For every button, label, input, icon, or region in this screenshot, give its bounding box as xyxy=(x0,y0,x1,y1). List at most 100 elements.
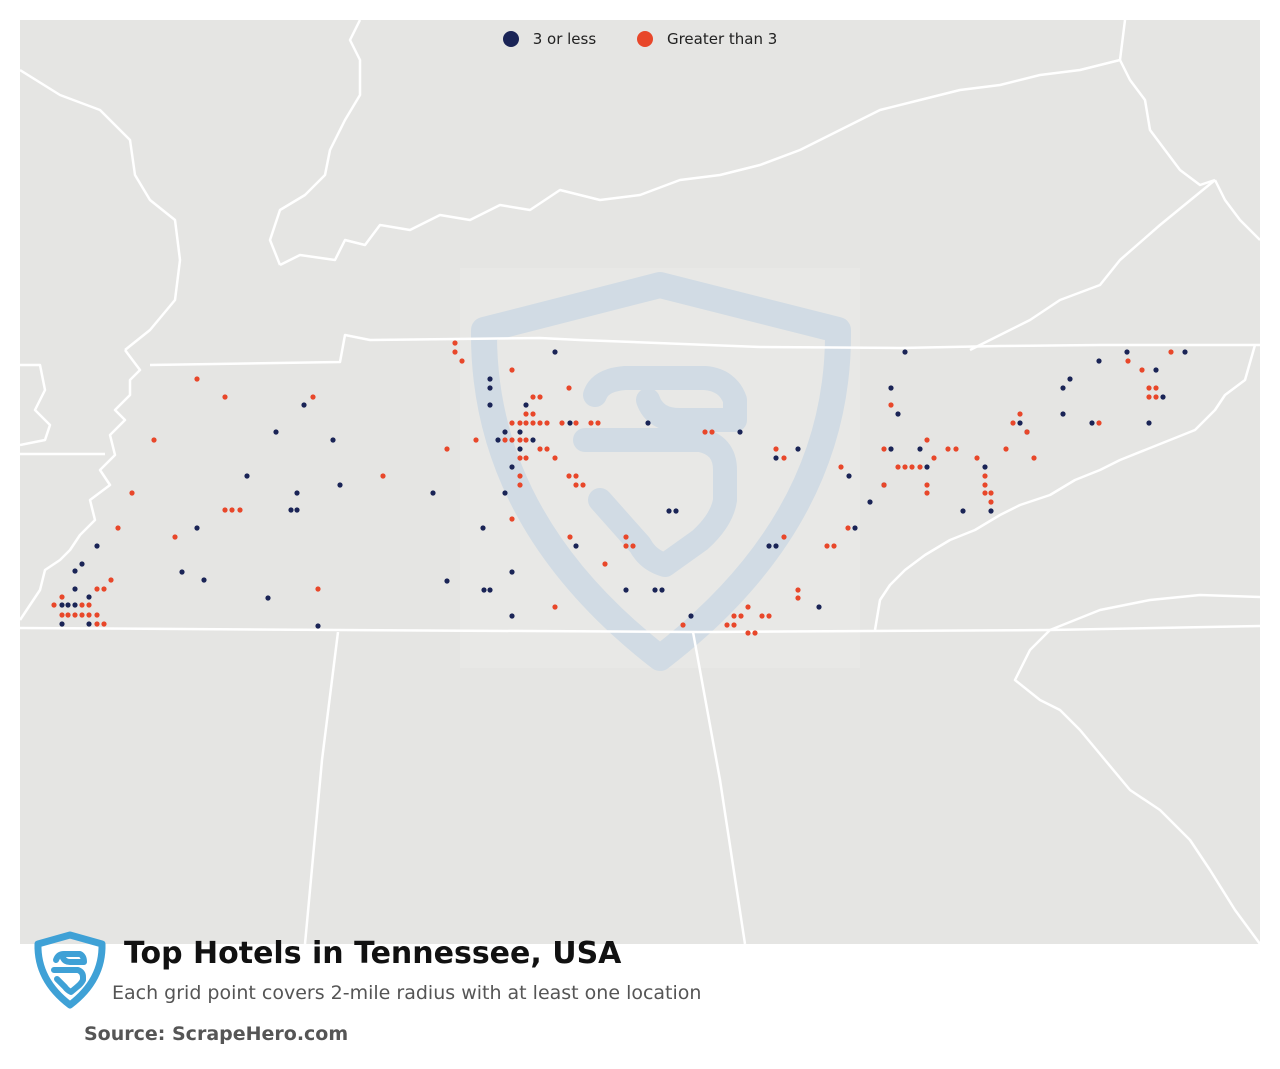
dot-high xyxy=(115,525,121,531)
dot-high xyxy=(315,586,321,592)
dot-high xyxy=(1017,411,1023,417)
dot-low xyxy=(487,376,493,382)
dot-low xyxy=(430,490,436,496)
dot-high xyxy=(988,499,994,505)
dot-low xyxy=(567,420,573,426)
dot-high xyxy=(924,437,930,443)
dot-high xyxy=(194,376,200,382)
dot-high xyxy=(573,420,579,426)
dot-low xyxy=(1160,394,1166,400)
dot-high xyxy=(452,340,458,346)
dot-high xyxy=(702,429,708,435)
dot-low xyxy=(982,464,988,470)
dot-low xyxy=(573,543,579,549)
dot-low xyxy=(179,569,185,575)
dot-high xyxy=(86,602,92,608)
dot-high xyxy=(974,455,980,461)
dot-low xyxy=(1096,358,1102,364)
dot-high xyxy=(982,490,988,496)
scrapehero-logo-icon xyxy=(34,931,106,1009)
dot-low xyxy=(623,587,629,593)
dot-high xyxy=(1168,349,1174,355)
dot-low xyxy=(244,473,250,479)
dot-high xyxy=(552,604,558,610)
dot-high xyxy=(559,420,565,426)
dot-high xyxy=(630,543,636,549)
dot-high xyxy=(766,613,772,619)
legend-item-low: 3 or less xyxy=(502,30,597,48)
dot-high xyxy=(517,473,523,479)
dot-low xyxy=(273,429,279,435)
dot-high xyxy=(888,402,894,408)
dot-high xyxy=(237,507,243,513)
watermark-shield-icon xyxy=(460,268,860,671)
dot-high xyxy=(79,612,85,618)
legend: 3 or less Greater than 3 xyxy=(0,30,1280,51)
legend-label-low: 3 or less xyxy=(532,30,597,48)
dot-low xyxy=(517,429,523,435)
dot-low xyxy=(495,437,501,443)
dot-low xyxy=(487,402,493,408)
dot-low xyxy=(1060,411,1066,417)
dot-high xyxy=(566,385,572,391)
dot-high xyxy=(530,394,536,400)
dot-high xyxy=(773,446,779,452)
dot-high xyxy=(881,446,887,452)
legend-dot-high xyxy=(636,31,653,47)
dot-low xyxy=(988,508,994,514)
dot-high xyxy=(222,394,228,400)
dot-low xyxy=(294,490,300,496)
dot-high xyxy=(509,367,515,373)
dot-high xyxy=(931,455,937,461)
dot-high xyxy=(129,490,135,496)
dot-high xyxy=(101,621,107,627)
dot-low xyxy=(773,455,779,461)
dot-high xyxy=(680,622,686,628)
dot-high xyxy=(537,420,543,426)
dot-low xyxy=(288,507,294,513)
dot-high xyxy=(1003,446,1009,452)
dot-high xyxy=(537,446,543,452)
dot-low xyxy=(1182,349,1188,355)
dot-high xyxy=(759,613,765,619)
dot-high xyxy=(738,613,744,619)
dot-high xyxy=(517,482,523,488)
dot-high xyxy=(380,473,386,479)
dot-high xyxy=(566,473,572,479)
dot-high xyxy=(517,420,523,426)
dot-high xyxy=(724,622,730,628)
dot-high xyxy=(94,612,100,618)
dot-high xyxy=(623,543,629,549)
dot-high xyxy=(509,516,515,522)
dot-high xyxy=(731,613,737,619)
dot-low xyxy=(301,402,307,408)
dot-low xyxy=(294,507,300,513)
dot-high xyxy=(982,482,988,488)
dot-low xyxy=(1017,420,1023,426)
dot-high xyxy=(1125,358,1131,364)
dot-high xyxy=(795,595,801,601)
dot-low xyxy=(902,349,908,355)
dot-high xyxy=(845,525,851,531)
dot-high xyxy=(945,446,951,452)
dot-high xyxy=(982,473,988,479)
dot-high xyxy=(51,602,57,608)
dot-high xyxy=(517,455,523,461)
dot-high xyxy=(895,464,901,470)
dot-low xyxy=(924,464,930,470)
dot-high xyxy=(86,612,92,618)
dot-low xyxy=(315,623,321,629)
dot-low xyxy=(773,543,779,549)
dot-low xyxy=(852,525,858,531)
dot-low xyxy=(1153,367,1159,373)
dot-high xyxy=(988,490,994,496)
dot-low xyxy=(265,595,271,601)
legend-item-high: Greater than 3 xyxy=(636,30,777,48)
dot-low xyxy=(917,446,923,452)
dot-high xyxy=(795,587,801,593)
dot-high xyxy=(509,420,515,426)
dot-high xyxy=(544,420,550,426)
dot-low xyxy=(673,508,679,514)
dot-high xyxy=(745,630,751,636)
dot-high xyxy=(523,420,529,426)
